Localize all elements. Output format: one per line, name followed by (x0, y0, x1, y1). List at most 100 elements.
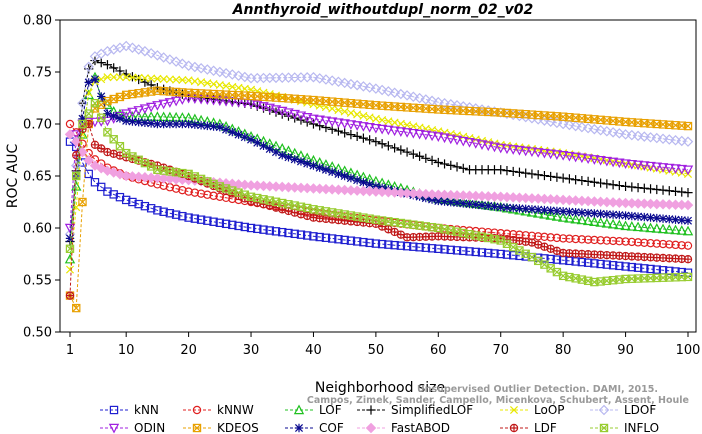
data-point (414, 92, 425, 104)
data-point (164, 98, 176, 108)
y-tick-label: 0.80 (23, 14, 52, 29)
x-tick-label: 60 (430, 343, 447, 358)
data-point (676, 164, 687, 175)
data-point (64, 129, 76, 140)
data-point (657, 223, 669, 234)
data-point (677, 241, 686, 250)
data-point (65, 265, 75, 274)
data-point (90, 98, 100, 108)
data-point (215, 122, 225, 132)
data-point (633, 263, 643, 272)
data-point (303, 159, 312, 168)
data-point (651, 223, 662, 233)
data-point (582, 122, 594, 134)
y-tick-label: 0.75 (23, 66, 52, 81)
data-point (551, 117, 563, 129)
data-point (259, 141, 268, 151)
data-point (195, 94, 207, 105)
data-point (121, 116, 131, 126)
data-point (352, 131, 362, 141)
data-point (676, 225, 687, 235)
data-point (476, 140, 488, 150)
data-point (283, 108, 294, 119)
data-point (346, 236, 356, 245)
data-point (378, 116, 387, 125)
data-point (514, 145, 525, 156)
data-point (115, 192, 125, 202)
data-point (496, 203, 505, 212)
data-point (134, 199, 143, 209)
data-point (533, 205, 543, 214)
data-point (390, 143, 400, 153)
data-point (340, 128, 350, 138)
data-point (527, 205, 537, 214)
data-point (671, 240, 680, 250)
data-point (352, 175, 362, 185)
data-point (115, 73, 124, 82)
series-line-ldof (69, 45, 689, 235)
data-point (683, 188, 693, 198)
data-point (646, 213, 655, 222)
data-point (196, 215, 206, 224)
legend-label: LDF (534, 421, 557, 434)
data-point (402, 147, 412, 157)
data-point (208, 95, 219, 106)
x-tick-label: 50 (368, 343, 385, 358)
data-point (78, 197, 87, 207)
x-tick-label: 40 (305, 343, 322, 358)
data-point (465, 247, 474, 256)
data-point (665, 214, 674, 224)
data-point (551, 211, 563, 221)
data-point (652, 213, 661, 223)
data-point (78, 119, 87, 129)
data-point (602, 179, 612, 189)
data-point (396, 241, 406, 250)
data-point (639, 222, 650, 232)
data-point (390, 118, 399, 127)
data-point (640, 264, 649, 273)
data-point (459, 246, 468, 256)
data-point (601, 126, 613, 137)
data-point (170, 96, 182, 107)
data-point (596, 178, 606, 188)
data-point (627, 262, 637, 272)
data-point (246, 135, 256, 144)
data-point (590, 209, 599, 218)
data-point (271, 107, 281, 117)
data-point (546, 233, 555, 242)
legend-swatch-marker (293, 404, 305, 415)
data-point (358, 133, 368, 143)
data-point (540, 232, 549, 242)
data-point (589, 155, 600, 165)
data-point (571, 175, 581, 185)
x-tick-label: 100 (676, 343, 701, 358)
x-axis-label: Neighborhood size (315, 380, 445, 396)
data-point (439, 159, 450, 169)
data-point (384, 240, 393, 249)
legend-swatch-marker (509, 423, 519, 433)
data-point (70, 160, 82, 171)
data-point (252, 100, 263, 111)
data-point (658, 239, 668, 249)
data-point (189, 61, 201, 73)
data-point (409, 242, 418, 251)
data-point (278, 227, 287, 237)
data-point (532, 207, 544, 218)
data-point (571, 257, 580, 266)
data-point (657, 163, 669, 173)
data-point (639, 131, 650, 142)
data-point (477, 201, 487, 210)
y-tick-label: 0.70 (23, 118, 52, 133)
series-knn (65, 137, 693, 277)
data-point (489, 142, 500, 153)
data-point (159, 75, 168, 84)
data-point (626, 220, 638, 231)
data-point (589, 123, 600, 135)
data-point (234, 221, 243, 231)
data-point (371, 239, 381, 248)
data-point (97, 182, 106, 192)
legend-swatch-marker (192, 405, 202, 415)
data-point (620, 159, 631, 169)
data-point (264, 103, 275, 114)
data-point (171, 119, 181, 129)
